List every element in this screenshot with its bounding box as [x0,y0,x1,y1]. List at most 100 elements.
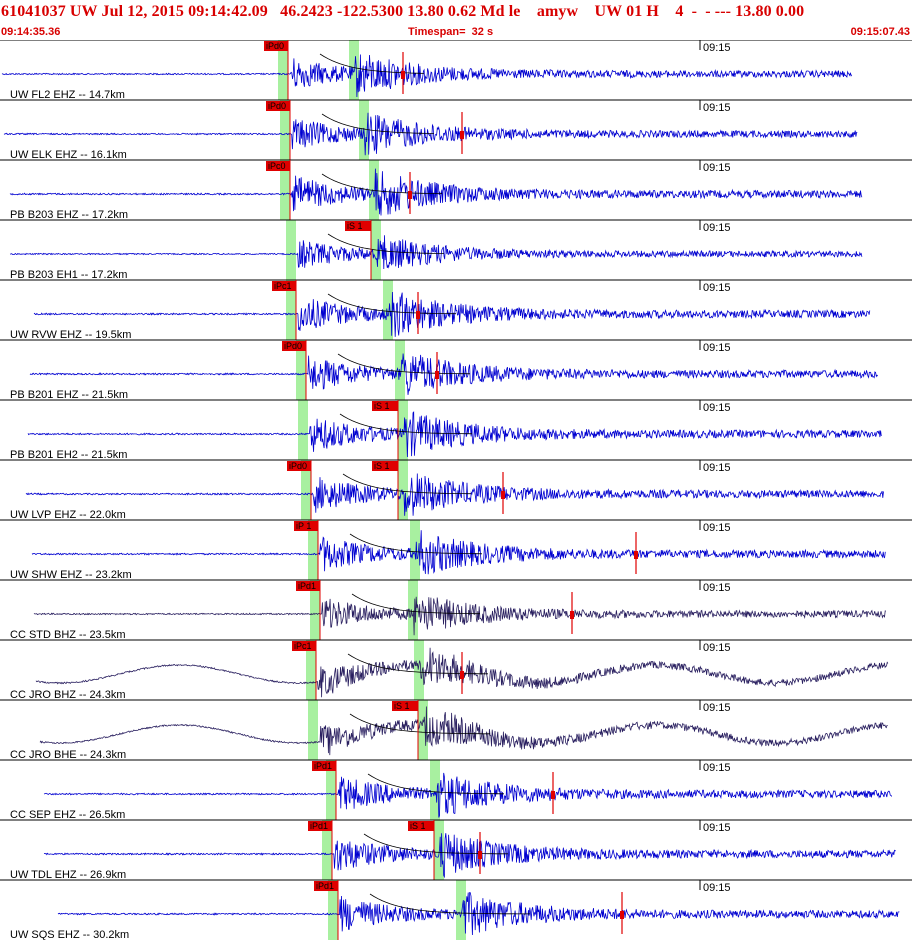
p-pick-flag[interactable] [272,281,296,291]
waveform-trace[interactable] [1,54,853,98]
minute-label: 09:15 [703,882,731,894]
s-window-band [410,520,420,580]
amplitude-marker [501,491,505,499]
p-pick-flag[interactable] [296,581,320,591]
p-pick-flag[interactable] [282,341,306,351]
amplitude-marker [634,551,638,559]
channel-row[interactable]: 09:15 iS 1 PB B201 EH2 -- 21.5km [0,399,912,461]
s-pick-label: iS 1 [410,821,426,831]
pick-windows [278,40,466,940]
minute-label: 09:15 [703,282,731,294]
p-pick-flag[interactable] [264,41,288,51]
waveform-trace[interactable] [33,291,871,337]
waveform-trace[interactable] [57,891,900,936]
channel-label: CC STD BHZ -- 23.5km [10,629,126,641]
p-pick-flag[interactable] [287,461,311,471]
s-pick-label: iS 1 [394,701,410,711]
channel-label: UW SQS EHZ -- 30.2km [10,929,129,940]
coda-curve [351,593,480,615]
p-pick-label: iPd1 [316,881,334,891]
p-pick-label: iP 1 [296,521,311,531]
waveform-trace[interactable] [3,112,858,156]
s-pick-label: iS 1 [374,461,390,471]
p-window-band [301,460,311,520]
coda-curve [321,173,442,194]
minute-label: 09:15 [703,522,731,534]
waveform-trace[interactable] [43,833,896,879]
channel-row[interactable]: 09:15 iPd1 CC STD BHZ -- 23.5km [0,579,912,641]
p-pick-flag[interactable] [308,821,332,831]
amplitude-marker [401,71,405,79]
channel-row[interactable]: 09:15 iPd1 iS 1 UW TDL EHZ -- 26.9km [0,819,912,881]
coda-curve [319,53,425,74]
p-window-band [322,820,332,880]
s-pick-flag[interactable] [345,221,371,231]
channel-row[interactable]: 09:15 iPd0 PB B201 EHZ -- 21.5km [0,339,912,401]
p-window-band [326,760,336,820]
channel-row[interactable]: 09:15 iPd1 UW SQS EHZ -- 30.2km [0,879,912,940]
p-pick-label: iPd0 [268,101,286,111]
waveform-trace[interactable] [25,473,884,516]
waveform-trace[interactable] [43,772,893,818]
seismogram-panel[interactable]: 09:15 iPd0 UW FL2 EHZ -- 14.7km 09:15 iPd0 UW… [0,40,912,940]
waveform-trace[interactable] [29,353,879,395]
seismogram-svg[interactable]: 09:15 iPd0 UW FL2 EHZ -- 14.7km 09:15 iPd0 UW… [0,40,912,940]
p-pick-flag[interactable] [292,641,316,651]
p-window-band [306,640,316,700]
p-window-band [298,400,308,460]
channel-label: PB B201 EHZ -- 21.5km [10,389,128,401]
s-window-band [408,580,418,640]
p-pick-label: iPd0 [266,41,284,51]
channel-row[interactable]: 09:15 iPd0 UW FL2 EHZ -- 14.7km [0,40,912,101]
p-window-band [278,40,288,100]
timespan-label: Timespan= 32 s [408,26,494,38]
minute-label: 09:15 [703,822,731,834]
p-pick-flag[interactable] [266,101,290,111]
p-window-band [310,580,320,640]
channel-row[interactable]: 09:15 iPd1 CC SEP EHZ -- 26.5km [0,759,912,821]
p-pick-flag[interactable] [294,521,318,531]
s-pick-flag[interactable] [408,821,434,831]
channel-row[interactable]: 09:15 iPd0 iS 1 UW LVP EHZ -- 22.0km [0,459,912,521]
s-pick-flag[interactable] [392,701,418,711]
channel-label: UW FL2 EHZ -- 14.7km [10,89,125,101]
minute-label: 09:15 [703,222,731,234]
minute-label: 09:15 [703,582,731,594]
channel-row[interactable]: 09:15 iPc1 UW RVW EHZ -- 19.5km [0,279,912,341]
p-window-band [280,160,290,220]
coda-curve [321,113,434,134]
channel-label: CC SEP EHZ -- 26.5km [10,809,125,821]
p-pick-label: iPc1 [294,641,312,651]
minute-label: 09:15 [703,162,731,174]
coda-curve [349,713,490,735]
amplitude-marker [460,131,464,139]
s-pick-flag[interactable] [372,461,398,471]
minute-label: 09:15 [703,462,731,474]
p-pick-flag[interactable] [312,761,336,771]
channel-row[interactable]: 09:15 iS 1 PB B203 EH1 -- 17.2km [0,219,912,281]
minute-label: 09:15 [703,702,731,714]
p-pick-label: iPc1 [274,281,292,291]
channel-label: CC JRO BHE -- 24.3km [10,749,126,761]
waveform-trace[interactable] [33,596,887,636]
waveform-trace[interactable] [27,411,882,458]
waveform-trace[interactable] [9,168,863,216]
channel-row[interactable]: 09:15 iPc0 PB B203 EHZ -- 17.2km [0,159,912,221]
s-pick-flag[interactable] [372,401,398,411]
s-window-band [456,880,466,940]
s-window-band [349,40,359,100]
waveform-trace[interactable] [9,235,863,270]
p-pick-flag[interactable] [266,161,290,171]
channel-row[interactable]: 09:15 iPd0 UW ELK EHZ -- 16.1km [0,99,912,161]
channel-row[interactable]: 09:15 iPc1 CC JRO BHZ -- 24.3km [0,639,912,701]
minute-label: 09:15 [703,102,731,114]
waveform-trace[interactable] [31,530,886,575]
channel-row[interactable]: 09:15 iS 1 CC JRO BHE -- 24.3km [0,699,912,761]
p-pick-flag[interactable] [314,881,338,891]
p-window-band [286,220,296,280]
waveform-trace[interactable] [39,706,888,756]
end-time: 09:15:07.43 [850,26,910,38]
channel-row[interactable]: 09:15 iP 1 UW SHW EHZ -- 23.2km [0,519,912,581]
p-window-band [308,700,318,760]
channel-label: PB B201 EH2 -- 21.5km [10,449,127,461]
